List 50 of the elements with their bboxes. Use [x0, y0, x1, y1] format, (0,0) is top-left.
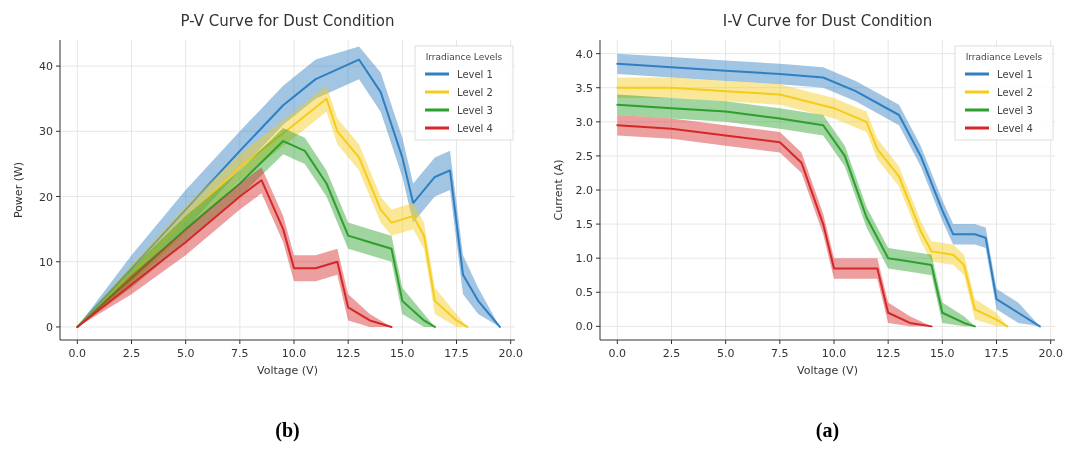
y-tick-label: 1.0	[575, 252, 593, 266]
y-axis-title: Power (W)	[12, 161, 25, 219]
legend-label: Level 3	[457, 105, 493, 116]
x-tick-label: 0.0	[608, 347, 627, 360]
text: (b)	[275, 419, 300, 442]
x-tick-label: 2.5	[662, 347, 681, 360]
x-tick-label: 12.5	[875, 347, 901, 360]
x-tick-label: 10.0	[821, 347, 847, 360]
y-tick-label: 2.0	[575, 184, 593, 197]
x-tick-label: 5.0	[716, 347, 735, 360]
y-tick-label: 4.0	[575, 47, 593, 61]
y-tick-label: 0	[46, 320, 53, 334]
y-tick-label: 30	[39, 125, 53, 139]
y-tick-label: 20	[39, 190, 53, 204]
legend-label: Level 2	[457, 87, 493, 98]
x-tick-label: 17.5	[444, 347, 469, 360]
y-tick-label: 0.5	[575, 286, 593, 300]
x-tick-label: 7.5	[771, 347, 789, 360]
legend-label: Level 4	[457, 123, 493, 134]
x-tick-label: 20.0	[1038, 347, 1063, 360]
y-tick-label: 10	[39, 255, 53, 269]
legend-label: Level 4	[997, 123, 1033, 134]
x-axis-title: Voltage (V)	[257, 364, 318, 377]
x-tick-label: 5.0	[176, 347, 195, 360]
x-tick-label: 15.0	[930, 347, 955, 360]
chart-title: P-V Curve for Dust Condition	[180, 12, 395, 30]
legend-label: Level 2	[997, 87, 1033, 98]
x-tick-label: 17.5	[984, 347, 1009, 360]
x-axis-title: Voltage (V)	[797, 364, 858, 377]
y-tick-label: 0.0	[575, 320, 593, 334]
x-tick-label: 10.0	[281, 347, 307, 360]
y-tick-label: 2.5	[575, 149, 593, 163]
y-tick-label: 3.0	[575, 115, 593, 129]
y-tick-label: 40	[39, 60, 53, 74]
x-tick-label: 2.5	[122, 347, 141, 360]
x-tick-label: 12.5	[335, 347, 361, 360]
legend-label: Level 1	[997, 69, 1033, 80]
y-tick-label: 1.5	[575, 218, 593, 232]
x-tick-label: 15.0	[390, 347, 415, 360]
chart-title: I-V Curve for Dust Condition	[722, 12, 933, 30]
x-tick-label: 0.0	[68, 347, 87, 360]
text: (a)	[815, 419, 840, 442]
y-axis-title: Current (A)	[552, 159, 565, 221]
y-tick-label: 3.5	[575, 81, 593, 95]
x-tick-label: 7.5	[231, 347, 249, 360]
legend-title: Irradiance Levels	[425, 52, 503, 62]
legend-label: Level 3	[997, 105, 1033, 116]
x-tick-label: 20.0	[498, 347, 523, 360]
legend-title: Irradiance Levels	[965, 52, 1043, 62]
legend-label: Level 1	[457, 69, 493, 80]
